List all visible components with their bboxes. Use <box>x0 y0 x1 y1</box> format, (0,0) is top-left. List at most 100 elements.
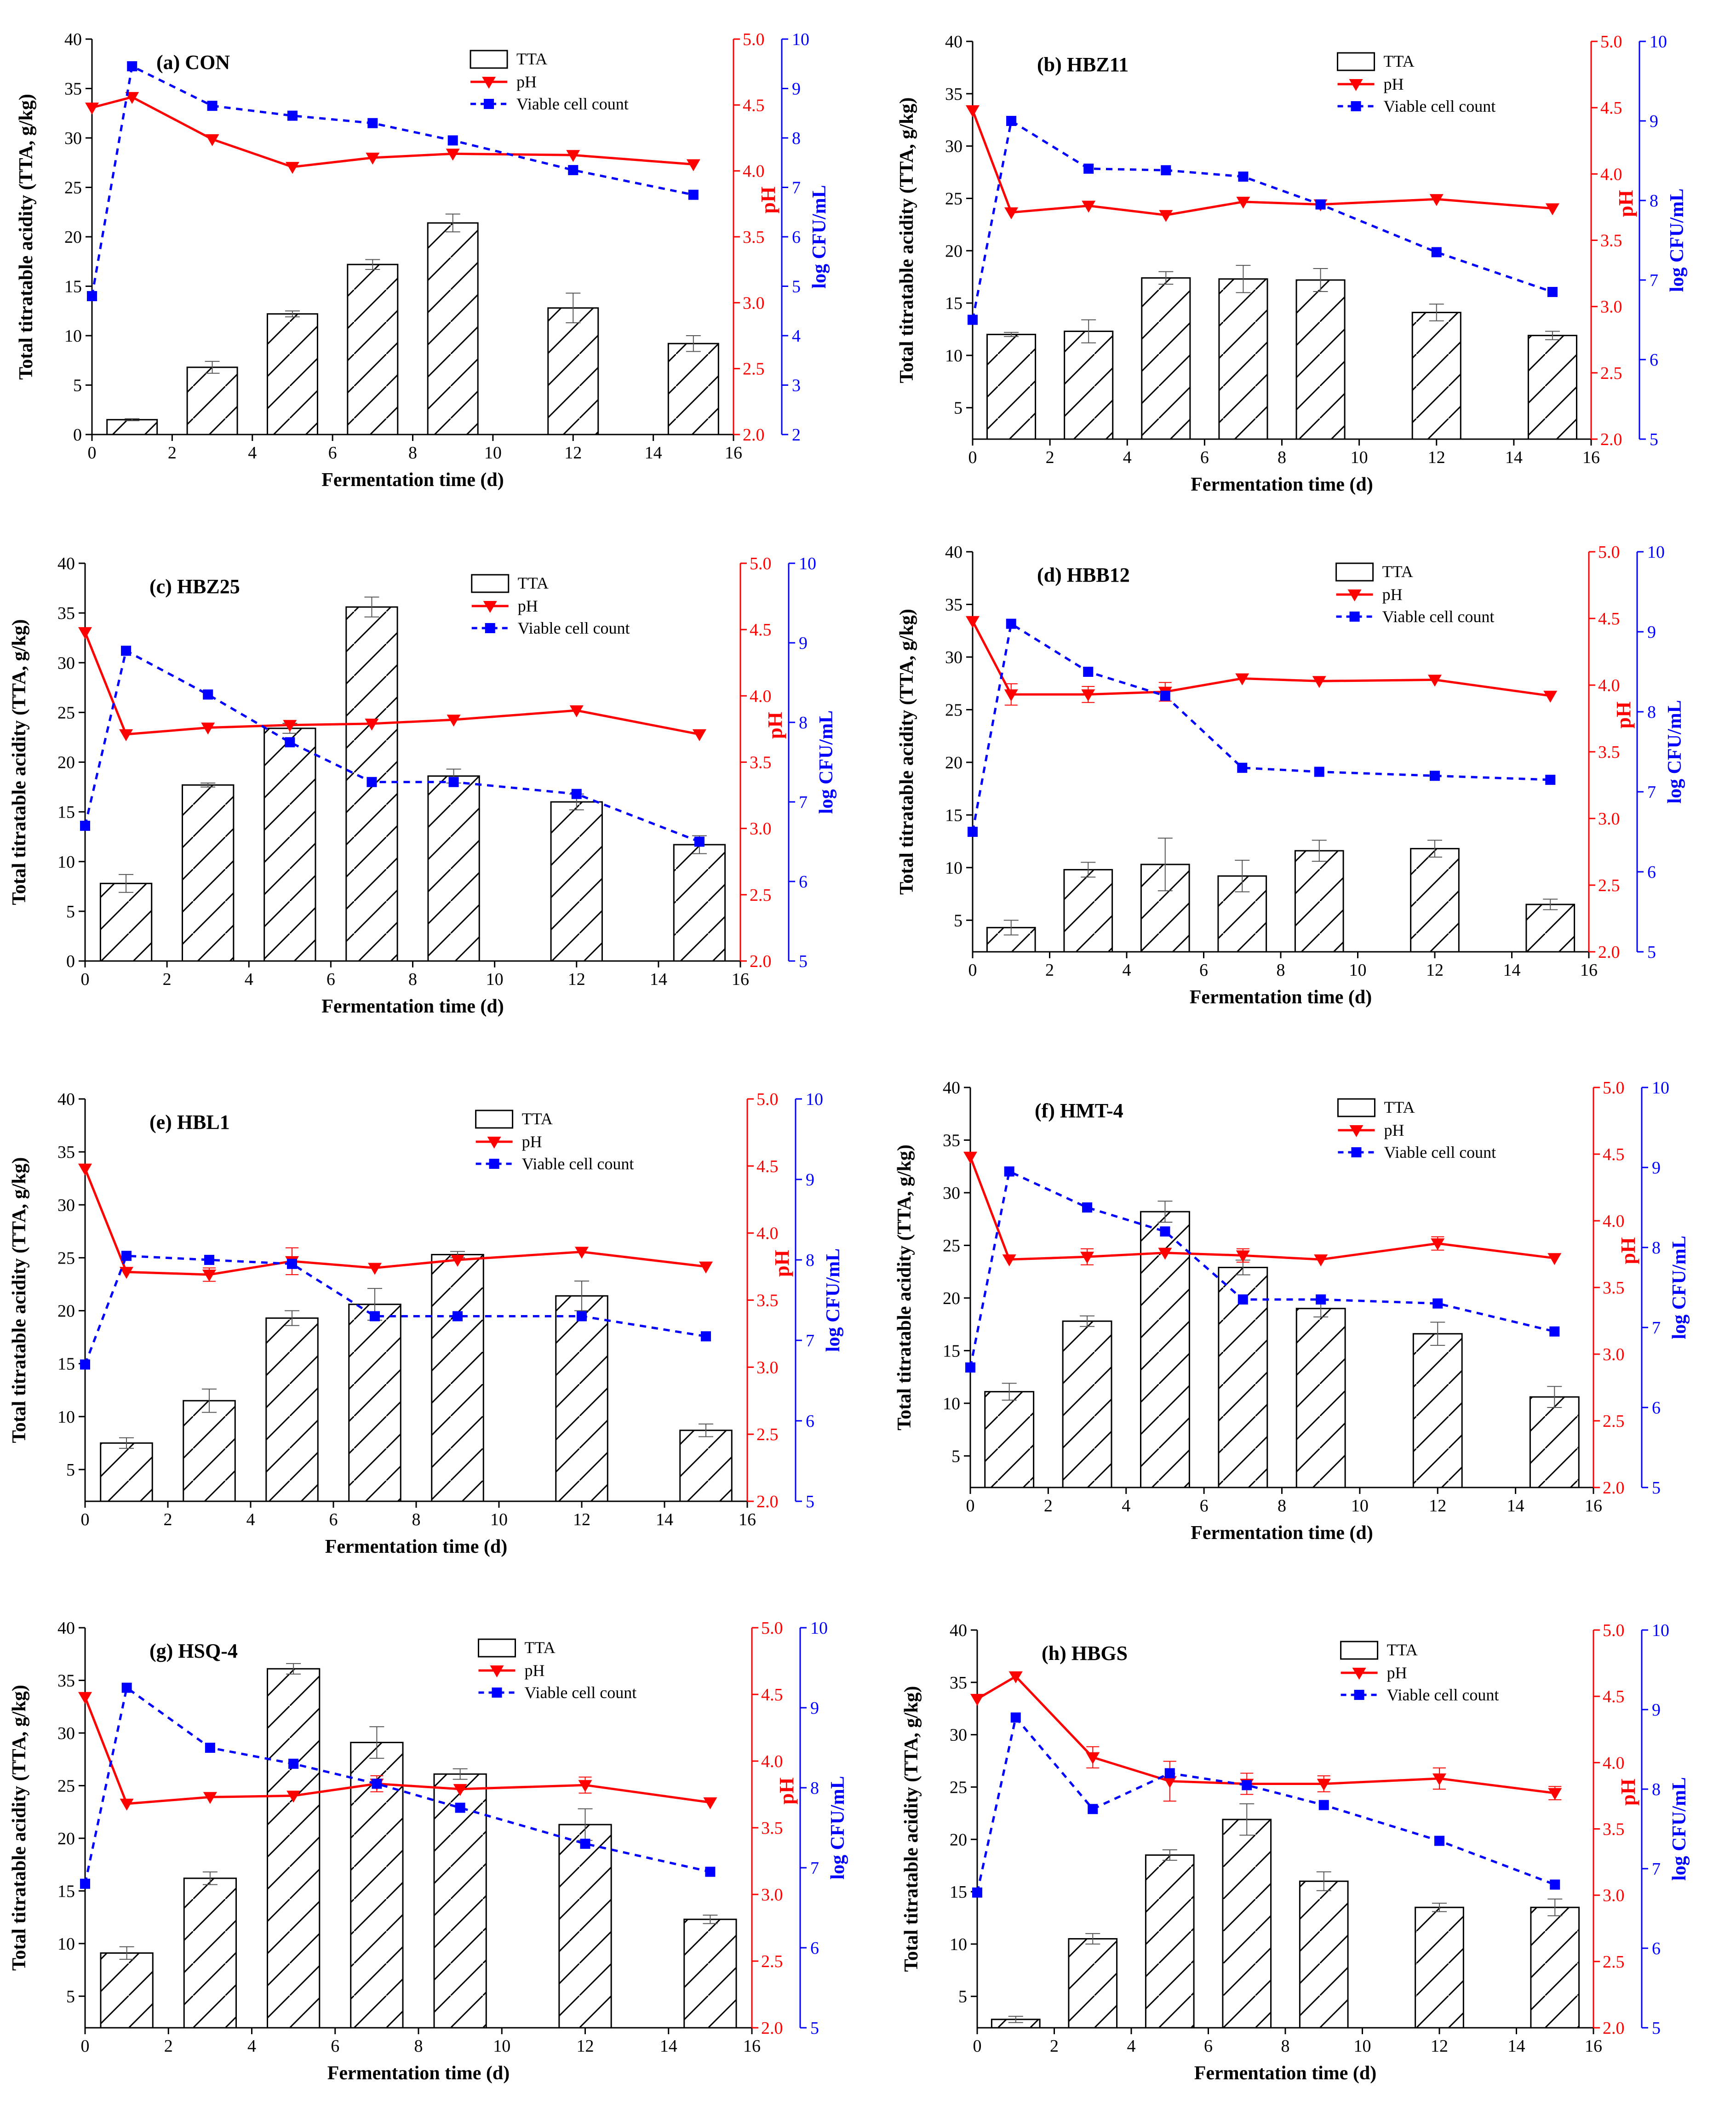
cells-tick-label: 7 <box>1652 1859 1661 1879</box>
cells-tick-label: 5 <box>799 952 808 971</box>
tta-tick-label: 35 <box>950 1673 967 1693</box>
cells-point <box>203 689 213 700</box>
ph-point <box>1081 689 1095 702</box>
chart-panel-g: 0 2 4 6 8 10 12 14 16 Fermentation time (d) 5 10 15 2… <box>9 1619 848 2084</box>
legend-cells-label: Viable cell count <box>522 1155 634 1173</box>
tta-bar <box>1295 279 1346 440</box>
tta-tick-label: 10 <box>943 1394 960 1413</box>
ph-point <box>447 715 461 727</box>
tta-bar <box>986 333 1037 440</box>
ph-axis-title: pH <box>1617 1779 1639 1806</box>
ph-tick-label: 4.5 <box>750 620 772 640</box>
cells-point <box>577 1311 587 1322</box>
x-tick-label: 6 <box>327 970 335 989</box>
cells-series-line <box>976 1715 1556 1893</box>
cells-tick-label: 7 <box>806 1331 814 1350</box>
ph-tick-label: 5.0 <box>756 1090 779 1109</box>
cells-tick-label: 10 <box>810 1619 828 1638</box>
cells-tick-label: 6 <box>810 1939 819 1958</box>
tta-tick-label: 25 <box>57 1248 75 1268</box>
tta-tick-label: 20 <box>945 753 963 772</box>
ph-point <box>283 720 297 732</box>
ph-point <box>966 105 980 117</box>
tta-bar <box>106 419 158 435</box>
cells-point <box>694 836 705 847</box>
cells-point <box>80 1359 90 1370</box>
tta-bar <box>266 1668 321 2029</box>
legend-ph-label: pH <box>525 1661 545 1680</box>
tta-tick-label: 35 <box>945 85 963 104</box>
ph-tick-label: 5.0 <box>1598 543 1620 562</box>
tta-tick-label: 5 <box>954 399 963 418</box>
ph-point <box>1547 1253 1562 1265</box>
legend-cells-label: Viable cell count <box>1387 1686 1499 1704</box>
cells-axis-title: log CFU/mL <box>1667 189 1688 292</box>
tta-tick-label: 10 <box>57 852 75 872</box>
x-tick-label: 6 <box>329 1510 338 1529</box>
ph-point <box>120 1798 134 1811</box>
tta-bar <box>1064 331 1114 440</box>
legend-tta-swatch <box>475 1110 514 1129</box>
cells-axis-title: log CFU/mL <box>1664 700 1685 803</box>
tta-bar <box>1068 1938 1118 2029</box>
tta-tick-label: 0 <box>73 425 82 445</box>
tta-tick-label: 10 <box>57 1934 75 1954</box>
ph-tick-label: 2.5 <box>1603 1412 1625 1431</box>
x-axis-title: Fermentation time (d) <box>1191 1522 1373 1544</box>
cells-point <box>688 189 699 200</box>
tta-bar <box>1294 850 1344 953</box>
tta-tick-label: 0 <box>66 952 75 971</box>
tta-tick-label: 30 <box>945 137 963 156</box>
tta-bar <box>100 1952 154 2029</box>
tta-tick-label: 25 <box>57 1776 75 1796</box>
ph-point <box>1004 689 1018 702</box>
x-tick-label: 2 <box>164 1510 172 1529</box>
cells-point <box>1434 1836 1444 1846</box>
tta-tick-label: 15 <box>57 803 75 822</box>
cells-tick-label: 6 <box>792 228 801 247</box>
tta-bar <box>182 784 235 962</box>
tta-tick-label: 10 <box>57 1407 75 1427</box>
cells-series-line <box>84 649 700 843</box>
ph-point <box>78 1163 92 1176</box>
cells-tick-label: 10 <box>799 554 816 573</box>
cells-tick-label: 10 <box>792 30 809 49</box>
legend-tta-label: TTA <box>1387 1641 1418 1659</box>
cells-point <box>1237 762 1248 773</box>
tta-tick-label: 30 <box>57 1724 75 1743</box>
tta-bar <box>427 775 480 962</box>
cells-tick-label: 9 <box>810 1699 819 1718</box>
tta-tick-label: 20 <box>57 1302 75 1321</box>
ph-tick-label: 3.5 <box>743 228 765 247</box>
ph-point <box>686 159 700 172</box>
ph-point <box>1082 200 1096 213</box>
cells-point <box>447 135 458 146</box>
cells-tick-label: 9 <box>1650 112 1658 131</box>
legend-ph-marker <box>482 77 496 89</box>
chart-legend: TTA pH Viable cell count <box>470 50 629 113</box>
legend-ph-label: pH <box>518 597 538 615</box>
tta-bar <box>1218 278 1268 440</box>
cells-tick-label: 5 <box>1650 430 1658 449</box>
cells-point <box>287 110 298 121</box>
cells-tick-label: 7 <box>1650 271 1658 290</box>
cells-point <box>1006 116 1017 126</box>
cells-point <box>1431 247 1442 257</box>
legend-tta-swatch <box>1340 1641 1379 1660</box>
x-tick-label: 2 <box>168 443 177 463</box>
tta-bar <box>1530 1906 1580 2029</box>
x-tick-label: 16 <box>1585 1496 1602 1516</box>
tta-tick-label: 30 <box>57 653 75 673</box>
x-tick-label: 2 <box>1050 2037 1059 2056</box>
x-tick-label: 8 <box>408 970 417 989</box>
cells-point <box>705 1866 716 1877</box>
ph-tick-label: 3.5 <box>750 753 772 772</box>
x-tick-label: 12 <box>573 1510 590 1529</box>
x-axis-title: Fermentation time (d) <box>1190 987 1372 1008</box>
x-axis-title: Fermentation time (d) <box>321 996 504 1017</box>
ph-point <box>1080 1252 1094 1264</box>
cells-tick-label: 6 <box>1647 863 1656 882</box>
cells-point <box>968 315 978 325</box>
legend-cells-marker <box>1351 101 1361 111</box>
ph-point <box>1002 1254 1016 1267</box>
